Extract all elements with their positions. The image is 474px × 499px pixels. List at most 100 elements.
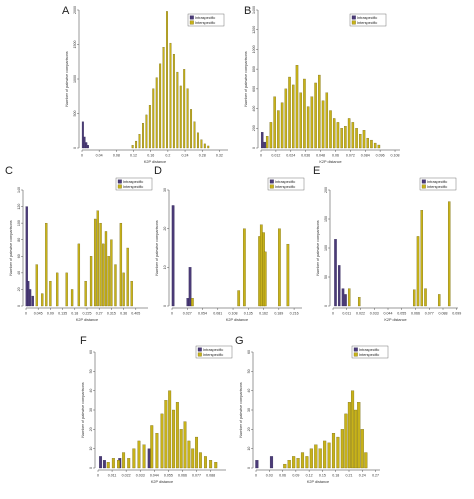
legend-entry: Interspecific bbox=[427, 185, 447, 189]
interspecific-bar bbox=[357, 402, 361, 469]
y-tick-label: 60 bbox=[17, 254, 21, 258]
y-tick-label: 200 bbox=[252, 125, 256, 131]
x-axis-label: K2P distance bbox=[151, 480, 173, 484]
interspecific-bar bbox=[299, 92, 302, 149]
legend-swatch bbox=[269, 179, 274, 184]
interspecific-bar bbox=[437, 294, 441, 307]
x-tick-label: 0.022 bbox=[122, 474, 131, 478]
interspecific-bar bbox=[360, 429, 364, 469]
x-tick-label: 0.16 bbox=[147, 154, 154, 158]
interspecific-bar bbox=[130, 280, 133, 307]
interspecific-bar bbox=[56, 272, 59, 307]
panel-g: G 0 0.03 0.06 0.09 0.12 0.15 0.18 0.21 0.24 0.27 0 1… bbox=[235, 335, 389, 484]
y-tick-label: 500 bbox=[73, 111, 77, 117]
x-axis-label: K2P distance bbox=[76, 318, 98, 322]
x-tick-label: 0 bbox=[97, 474, 99, 478]
interspecific-bar bbox=[347, 288, 351, 307]
interspecific-bar bbox=[336, 122, 340, 149]
x-tick-label: 0.045 bbox=[34, 312, 43, 316]
y-tick-label: 50 bbox=[324, 275, 328, 279]
x-tick-label: 0.108 bbox=[391, 154, 400, 158]
interspecific-bar bbox=[377, 144, 381, 149]
legend-entry: Interspecific bbox=[195, 21, 215, 25]
x-tick-label: 0.096 bbox=[376, 154, 385, 158]
intraspecific-bar bbox=[99, 456, 103, 469]
x-tick-label: 0.108 bbox=[229, 312, 238, 316]
x-tick-label: 0 bbox=[260, 154, 262, 158]
intraspecific-bar bbox=[186, 298, 190, 307]
legend-entry: Interspecific bbox=[123, 185, 143, 189]
legend-box bbox=[419, 177, 457, 191]
interspecific-bar bbox=[183, 421, 187, 469]
interspecific-bar bbox=[45, 222, 48, 307]
interspecific-bar bbox=[242, 228, 246, 307]
x-tick-label: 0.06 bbox=[279, 474, 286, 478]
y-tick-label: 80 bbox=[17, 238, 21, 242]
interspecific-bar bbox=[142, 123, 144, 149]
interspecific-bar bbox=[209, 460, 213, 469]
interspecific-bar bbox=[207, 145, 210, 149]
interspecific-bar bbox=[137, 440, 141, 469]
legend-box bbox=[351, 345, 389, 359]
y-tick-label: 50 bbox=[89, 369, 93, 373]
x-tick-label: 0 bbox=[81, 154, 83, 158]
interspecific-bar bbox=[373, 142, 377, 149]
interspecific-bar bbox=[318, 448, 322, 469]
interspecific-bar bbox=[214, 462, 218, 469]
interspecific-bar bbox=[332, 118, 336, 149]
intraspecific-bar bbox=[102, 460, 106, 469]
x-tick-label: 0.135 bbox=[58, 312, 67, 316]
y-tick-label: 1000 bbox=[73, 75, 77, 83]
interspecific-bar bbox=[122, 272, 125, 307]
interspecific-bar bbox=[287, 460, 291, 469]
x-tick-label: 0.044 bbox=[150, 474, 159, 478]
interspecific-bar bbox=[152, 88, 155, 149]
y-axis-label: Number of pairwise comparisons bbox=[316, 220, 320, 275]
interspecific-bar bbox=[278, 228, 281, 307]
interspecific-bar bbox=[117, 460, 120, 469]
interspecific-bar bbox=[179, 85, 182, 149]
x-tick-label: 0.09 bbox=[292, 474, 299, 478]
x-tick-label: 0.18 bbox=[71, 312, 78, 316]
interspecific-bar bbox=[355, 128, 358, 149]
x-tick-label: 0.03 bbox=[266, 474, 273, 478]
interspecific-bar bbox=[131, 145, 134, 149]
legend-swatch bbox=[353, 352, 358, 357]
legend-swatch bbox=[353, 347, 358, 352]
interspecific-bar bbox=[122, 452, 126, 469]
legend-box bbox=[187, 13, 225, 27]
y-tick-label: 0 bbox=[89, 467, 93, 469]
x-axis-label: K2P distance bbox=[144, 160, 166, 164]
interspecific-bar bbox=[359, 134, 362, 149]
intraspecific-bar bbox=[255, 460, 259, 469]
x-axis-label: K2P distance bbox=[319, 160, 341, 164]
interspecific-bar bbox=[280, 102, 284, 149]
interspecific-bar bbox=[193, 121, 196, 149]
y-axis-label: Number of pairwise comparisons bbox=[244, 51, 248, 106]
x-tick-label: 0.18 bbox=[332, 474, 339, 478]
interspecific-bar bbox=[366, 137, 369, 149]
x-tick-label: 0.315 bbox=[107, 312, 116, 316]
interspecific-bar bbox=[424, 288, 427, 307]
panel-b: B 0 0.012 0.024 0.036 0.048 0.06 0.072 0.084 0.09… bbox=[244, 5, 400, 164]
y-tick-label: 30 bbox=[163, 188, 167, 192]
interspecific-bar bbox=[195, 436, 199, 469]
panel-c: C 0 0.045 0.09 0.135 0.18 0.225 0.27 0.315 0.36 0.… bbox=[5, 165, 153, 322]
x-tick-label: 0.2 bbox=[165, 154, 170, 158]
x-tick-label: 0.12 bbox=[306, 474, 313, 478]
y-tick-label: 40 bbox=[17, 271, 21, 275]
x-tick-label: 0.135 bbox=[244, 312, 253, 316]
interspecific-bar bbox=[198, 452, 202, 469]
legend-box bbox=[115, 177, 153, 191]
interspecific-bar bbox=[318, 74, 321, 149]
legend-box bbox=[195, 345, 233, 359]
legend-swatch bbox=[351, 20, 356, 25]
x-tick-label: 0.405 bbox=[131, 312, 140, 316]
intraspecific-bar bbox=[147, 448, 151, 469]
panel-label: C bbox=[5, 165, 13, 177]
interspecific-bar bbox=[265, 136, 269, 149]
y-tick-label: 1000 bbox=[252, 45, 256, 53]
interspecific-bar bbox=[364, 452, 368, 469]
intraspecific-bar bbox=[28, 289, 32, 307]
